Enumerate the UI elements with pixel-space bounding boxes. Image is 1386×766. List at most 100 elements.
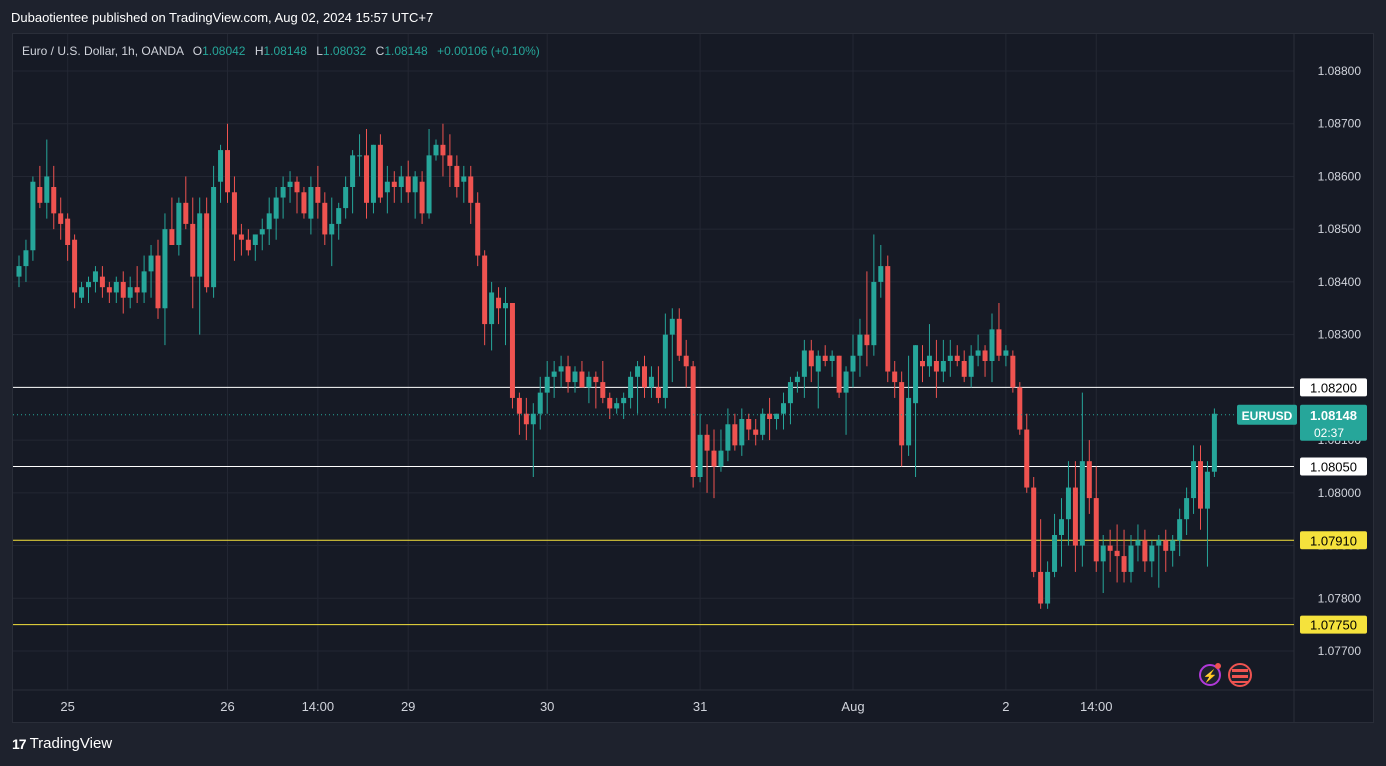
candle-body <box>231 192 237 235</box>
candle-body <box>273 197 279 219</box>
last-price-tag <box>1300 404 1367 441</box>
lightning-icon <box>1199 664 1221 686</box>
candle-body <box>155 255 161 309</box>
candle-body <box>1010 355 1016 388</box>
candle-body <box>621 397 627 404</box>
candle-body <box>774 413 780 419</box>
y-tick-label: 1.08800 <box>1318 64 1362 78</box>
candle-body <box>252 234 258 245</box>
candle-body <box>989 329 995 361</box>
candle-body <box>676 318 682 356</box>
candle-body <box>329 223 335 235</box>
symbol-tag-label: EURUSD <box>1242 409 1293 423</box>
candle-body <box>711 450 717 467</box>
candle-body <box>690 366 696 477</box>
candle-body <box>565 366 571 383</box>
candle-body <box>1017 387 1023 430</box>
candle-body <box>523 413 529 425</box>
candle-body <box>648 376 654 388</box>
candle-body <box>704 434 710 451</box>
candle-body <box>280 187 286 198</box>
candle-body <box>92 271 98 282</box>
candle-body <box>808 350 814 367</box>
y-tick-label: 1.08300 <box>1318 328 1362 342</box>
candle-body <box>843 371 849 393</box>
candle-body <box>1065 487 1071 520</box>
candle-body <box>815 355 821 372</box>
level-price-tag <box>1300 378 1367 397</box>
low-label: L <box>316 44 323 58</box>
candle-body <box>211 187 217 288</box>
tradingview-footer[interactable]: 17 TradingView <box>12 735 112 752</box>
candle-body <box>1191 461 1197 499</box>
candle-body <box>1003 350 1009 356</box>
candle-body <box>461 176 467 182</box>
lightning-glyph-icon: ⚡ <box>1203 669 1218 683</box>
candle-body <box>58 213 64 224</box>
candle-body <box>440 144 446 156</box>
candle-body <box>760 413 766 435</box>
candle-body <box>1079 461 1085 546</box>
candle-body <box>871 281 877 346</box>
candle-body <box>1163 540 1169 551</box>
candle-body <box>148 255 154 272</box>
candle-body <box>968 355 974 377</box>
candle-body <box>954 355 960 361</box>
candle-body <box>753 429 759 435</box>
candle-body <box>1156 540 1162 546</box>
candle-body <box>16 266 22 277</box>
candle-body <box>913 345 919 404</box>
candle-body <box>398 176 404 187</box>
candle-body <box>51 187 57 214</box>
candle-body <box>65 218 71 245</box>
candle-body <box>489 292 495 325</box>
candle-body <box>892 371 898 383</box>
candle-body <box>586 376 592 388</box>
candle-body <box>857 334 863 356</box>
candle-body <box>412 176 418 193</box>
candle-body <box>794 376 800 383</box>
symbol-title: Euro / U.S. Dollar, 1h, OANDA <box>22 44 184 58</box>
candle-body <box>1211 413 1217 472</box>
level-price-tag <box>1300 531 1367 550</box>
candle-body <box>878 266 884 282</box>
level-price-label: 1.08200 <box>1310 380 1357 395</box>
candle-body <box>530 413 536 425</box>
candle-body <box>357 155 363 157</box>
candle-body <box>1038 571 1044 604</box>
candle-body <box>482 255 488 325</box>
y-tick-label: 1.08500 <box>1318 222 1362 236</box>
candle-body <box>79 287 85 298</box>
candle-body <box>822 355 828 361</box>
candle-body <box>287 181 293 187</box>
candle-body <box>106 287 112 293</box>
close-value: 1.08148 <box>384 44 428 58</box>
candle-body <box>419 181 425 214</box>
candle-body <box>1204 471 1210 509</box>
candle-body <box>1170 540 1176 551</box>
candle-body <box>1121 556 1127 572</box>
x-tick-label: 30 <box>540 699 554 714</box>
candle-body <box>301 192 307 214</box>
symbol-tag <box>1237 404 1297 425</box>
candle-body <box>669 318 675 335</box>
level-price-label: 1.07910 <box>1310 533 1357 548</box>
candle-body <box>197 213 203 277</box>
candle-body <box>336 208 342 224</box>
candle-body <box>322 202 328 235</box>
candle-body <box>127 287 133 298</box>
candle-body <box>259 229 265 235</box>
candle-body <box>370 144 376 203</box>
candle-body <box>134 287 140 293</box>
candle-body <box>1059 519 1064 535</box>
candle-body <box>23 250 29 267</box>
candle-body <box>732 424 738 446</box>
candle-body <box>162 229 168 309</box>
y-tick-label: 1.08000 <box>1318 486 1362 500</box>
brand-name: TradingView <box>29 735 113 752</box>
candle-body <box>906 397 912 446</box>
candle-body <box>218 150 224 182</box>
bar-countdown-label: 02:37 <box>1314 426 1344 440</box>
x-tick-label: 14:00 <box>302 699 335 714</box>
